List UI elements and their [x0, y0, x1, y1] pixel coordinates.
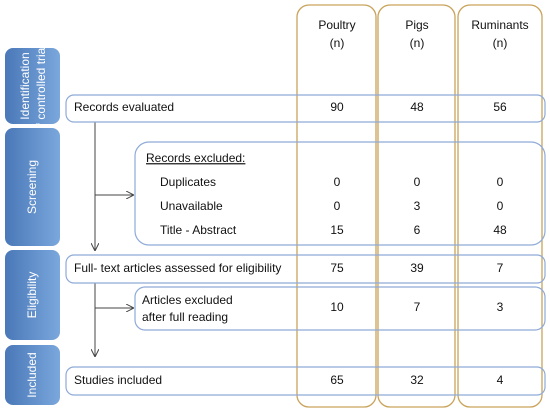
value: 56: [493, 100, 507, 114]
stage-label: Identification: [18, 52, 32, 119]
value: 0: [414, 175, 421, 189]
column-unit: (n): [493, 36, 508, 50]
value: 75: [330, 261, 344, 275]
row-label: Records evaluated: [74, 100, 174, 114]
stage-box: [5, 128, 60, 246]
column-box: [377, 4, 456, 408]
stage-label: of controlled trials: [34, 39, 48, 133]
column-box: [296, 4, 377, 408]
value: 3: [414, 199, 421, 213]
row-label: Articles excluded: [142, 293, 233, 307]
value: 6: [414, 223, 421, 237]
row-label: Duplicates: [160, 175, 216, 189]
value: 0: [497, 175, 504, 189]
value: 15: [330, 223, 344, 237]
section-title: Records excluded:: [146, 151, 245, 165]
row-box: [134, 286, 546, 331]
stage-labels: Identification of controlled trials Scre…: [5, 39, 60, 405]
value: 3: [497, 300, 504, 314]
column-unit: (n): [410, 36, 425, 50]
column-header: Ruminants: [471, 18, 528, 32]
row-box: [65, 94, 546, 123]
row-label: Full- text articles assessed for eligibi…: [74, 261, 281, 275]
column-box: [457, 4, 543, 408]
value: 4: [497, 373, 504, 387]
stage-box: [5, 250, 60, 340]
value: 48: [493, 223, 507, 237]
row-label: Unavailable: [160, 199, 223, 213]
stage-box: [5, 345, 60, 405]
value: 65: [330, 373, 344, 387]
value: 0: [334, 175, 341, 189]
row-label: after full reading: [142, 310, 228, 324]
value: 7: [414, 300, 421, 314]
column-header: Pigs: [405, 18, 428, 32]
stage-box: [5, 48, 60, 124]
column-header: Poultry: [318, 18, 355, 32]
column-unit: (n): [330, 36, 345, 50]
value: 0: [497, 199, 504, 213]
value: 32: [410, 373, 424, 387]
row-label: Studies included: [74, 373, 162, 387]
value: 90: [330, 100, 344, 114]
row-label: Title - Abstract: [160, 223, 237, 237]
stage-label: Included: [25, 352, 39, 397]
stage-label: Screening: [25, 160, 39, 214]
value: 39: [410, 261, 424, 275]
value: 10: [330, 300, 344, 314]
value: 0: [334, 199, 341, 213]
row-box: [65, 366, 546, 396]
value: 48: [410, 100, 424, 114]
stage-label: Eligibility: [25, 272, 39, 319]
row-box: [65, 254, 546, 284]
row-box: [134, 141, 546, 246]
value: 7: [497, 261, 504, 275]
